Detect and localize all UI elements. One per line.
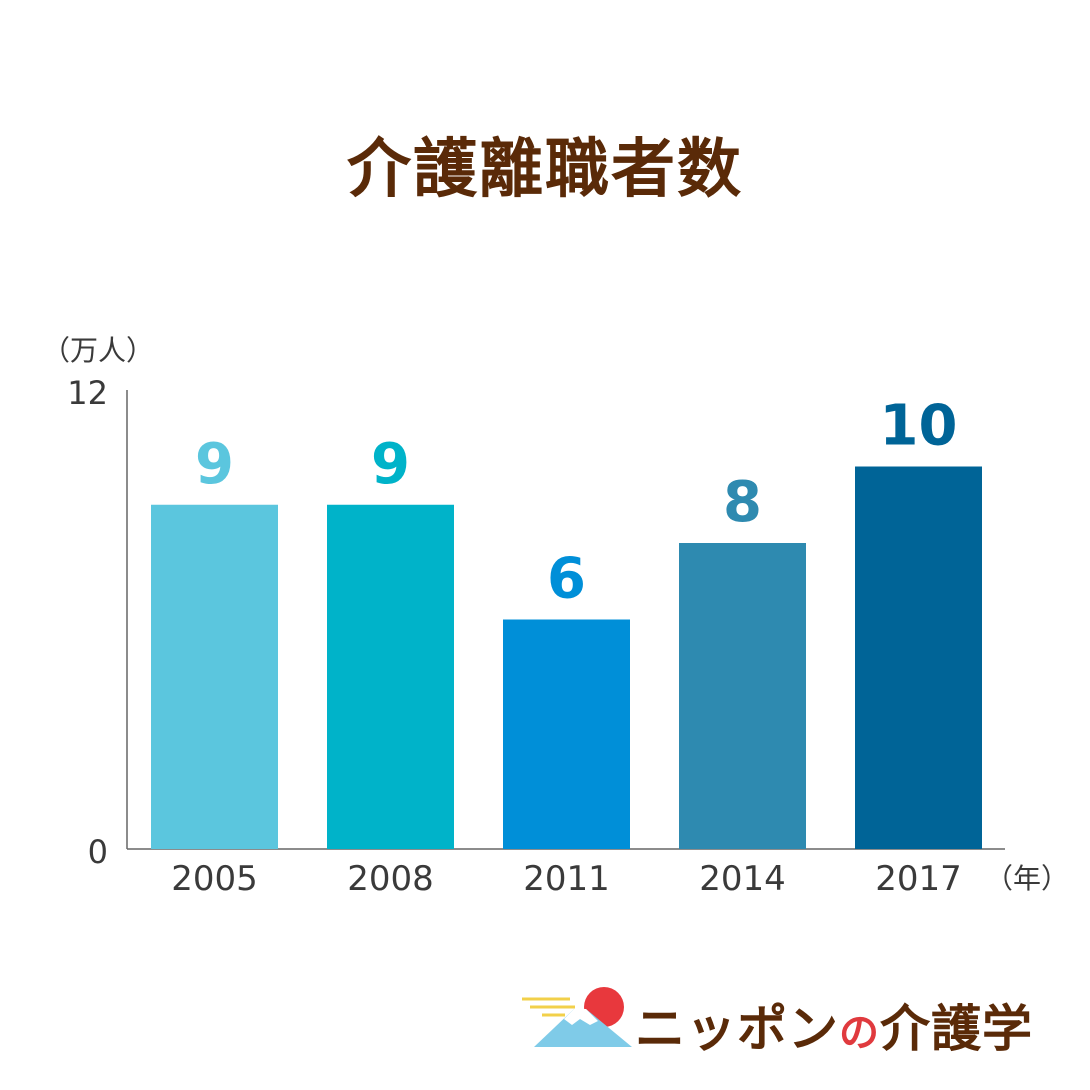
bar	[855, 466, 982, 849]
bar	[327, 504, 454, 849]
x-axis-label: （年）	[985, 862, 1069, 895]
mountain-sun-icon	[522, 987, 632, 1047]
chart-title: 介護離職者数	[347, 133, 743, 207]
y-tick-label: 12	[67, 374, 108, 412]
data-label: 9	[371, 432, 410, 497]
x-tick-label: 2017	[875, 859, 962, 899]
logo-text-a: ニッポン	[635, 1000, 839, 1058]
bar	[503, 619, 630, 849]
data-label: 10	[880, 394, 958, 459]
x-tick-label: 2005	[171, 859, 258, 899]
data-label: 9	[195, 432, 234, 497]
logo-text-b: の	[839, 1010, 880, 1056]
y-axis-label: （万人）	[42, 334, 154, 367]
x-tick-label: 2011	[523, 859, 610, 899]
logo-text: ニッポンの介護学	[635, 989, 1033, 1061]
x-tick-label: 2008	[347, 859, 434, 899]
data-label: 6	[547, 547, 586, 612]
logo-text-c: 介護学	[880, 1000, 1033, 1058]
data-label: 8	[723, 470, 762, 535]
y-tick-label: 0	[88, 833, 108, 871]
bar	[679, 543, 806, 849]
bar	[151, 504, 278, 849]
x-tick-label: 2014	[699, 859, 786, 899]
brand-logo: ニッポンの介護学	[520, 985, 1065, 1058]
